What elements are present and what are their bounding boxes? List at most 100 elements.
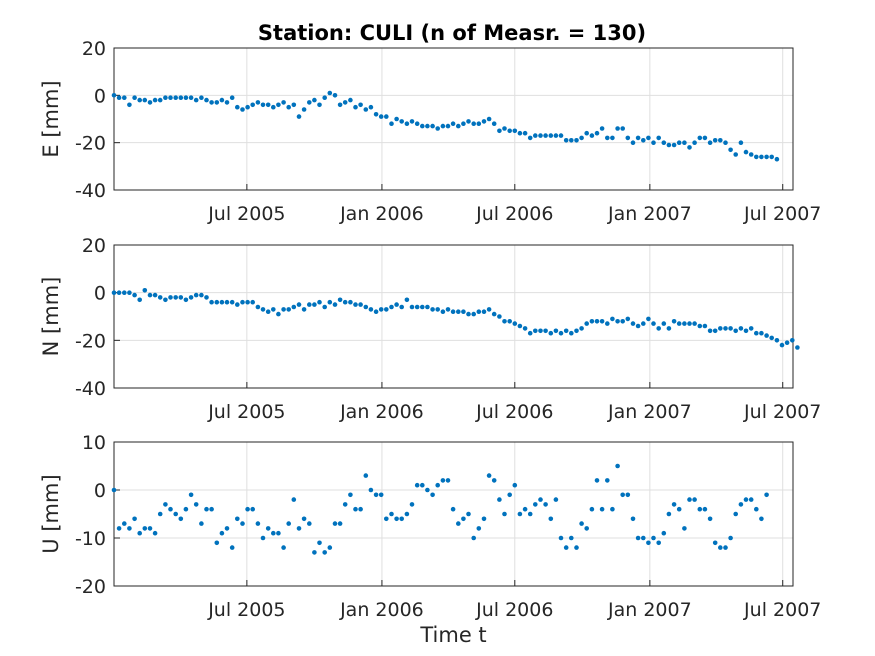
data-point (548, 516, 554, 522)
data-point (625, 135, 631, 141)
data-point (199, 521, 204, 526)
plot-frame (113, 47, 794, 191)
data-point (240, 107, 245, 112)
data-point (610, 135, 615, 141)
data-point (255, 521, 261, 526)
data-point (702, 135, 708, 141)
data-point (533, 133, 538, 138)
data-point (152, 530, 158, 536)
data-point (692, 497, 697, 502)
data-point (450, 309, 456, 315)
data-point (368, 104, 374, 110)
data-point (157, 511, 163, 517)
data-point (450, 506, 456, 512)
data-point (265, 102, 271, 108)
data-point (199, 292, 204, 298)
data-point (743, 149, 749, 155)
data-point (404, 121, 410, 126)
y-tick-label: -40 (75, 378, 106, 400)
y-tick-label: 0 (94, 283, 106, 305)
data-point (502, 319, 507, 324)
x-tick-label: Jul 2005 (207, 203, 285, 225)
data-point (769, 154, 774, 160)
data-point (332, 521, 338, 526)
data-point (733, 328, 738, 334)
data-point (620, 492, 625, 498)
data-point (152, 97, 158, 103)
data-point (425, 123, 430, 129)
data-point (666, 326, 672, 331)
data-point (641, 535, 646, 541)
data-point (692, 321, 697, 326)
data-point (764, 492, 769, 498)
data-point (178, 295, 184, 300)
data-point (163, 297, 168, 303)
data-point (656, 540, 661, 546)
data-point (111, 93, 117, 98)
data-point (723, 140, 728, 145)
plot-border (113, 244, 794, 389)
data-point (224, 526, 230, 531)
data-point (178, 95, 184, 100)
data-point (332, 302, 338, 307)
data-point (214, 540, 220, 546)
data-point (728, 147, 733, 153)
data-point (317, 102, 322, 108)
data-point (486, 307, 492, 312)
data-point (322, 304, 328, 310)
data-point (430, 307, 435, 312)
data-point (795, 345, 800, 350)
data-point (409, 119, 415, 124)
data-point (291, 497, 297, 502)
data-point (625, 492, 631, 498)
data-point (373, 492, 379, 498)
y-tick-label: 0 (94, 480, 106, 502)
data-point (301, 107, 307, 112)
data-point (440, 478, 446, 483)
data-point (116, 290, 122, 296)
data-point (548, 133, 554, 138)
data-point (301, 516, 307, 522)
data-point (599, 506, 605, 512)
data-point (363, 107, 369, 112)
y-tick-label: 20 (82, 38, 106, 60)
data-point (327, 90, 333, 96)
data-point (671, 502, 677, 507)
data-point (250, 102, 255, 108)
data-point (363, 304, 369, 310)
data-point (563, 328, 569, 334)
data-point (168, 95, 173, 100)
data-point (389, 121, 394, 126)
data-points (111, 463, 769, 555)
data-point (471, 535, 477, 541)
data-point (563, 138, 569, 143)
data-point (476, 121, 482, 126)
data-point (219, 530, 225, 536)
data-point (646, 316, 651, 322)
data-point (394, 116, 399, 122)
data-point (517, 323, 523, 329)
data-points (111, 288, 800, 350)
data-point (209, 100, 214, 105)
plot-border (113, 441, 794, 587)
data-point (265, 526, 271, 531)
data-point (543, 133, 548, 138)
data-point (152, 292, 158, 298)
data-point (476, 526, 482, 531)
data-point (666, 142, 672, 148)
data-point (404, 297, 410, 303)
x-tick-label: Jul 2005 (207, 401, 285, 423)
data-point (291, 304, 297, 310)
data-point (358, 506, 363, 512)
y-tick-label: 0 (94, 85, 106, 107)
data-point (671, 319, 677, 324)
data-point (276, 102, 281, 108)
data-point (214, 100, 220, 105)
data-point (764, 154, 769, 160)
data-point (224, 299, 230, 305)
data-point (569, 138, 574, 143)
data-point (676, 321, 682, 326)
data-point (538, 497, 543, 502)
data-point (522, 130, 528, 136)
data-point (471, 311, 477, 317)
